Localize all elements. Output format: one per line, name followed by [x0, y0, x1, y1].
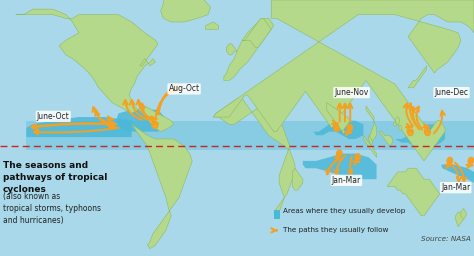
Polygon shape: [441, 165, 474, 183]
Polygon shape: [161, 0, 210, 22]
Polygon shape: [369, 135, 373, 146]
Text: (also known as
tropical storms, typhoons
and hurricanes): (also known as tropical storms, typhoons…: [3, 192, 100, 225]
Polygon shape: [205, 22, 219, 29]
Polygon shape: [242, 18, 271, 48]
Text: The paths they usually follow: The paths they usually follow: [283, 227, 389, 233]
Polygon shape: [379, 132, 392, 146]
Ellipse shape: [396, 117, 400, 124]
Polygon shape: [116, 110, 164, 132]
Polygon shape: [16, 9, 174, 132]
Polygon shape: [224, 18, 274, 80]
Text: June-Oct: June-Oct: [37, 112, 70, 121]
Polygon shape: [292, 168, 303, 190]
Polygon shape: [461, 208, 466, 219]
Text: Source: NASA: Source: NASA: [421, 236, 471, 242]
Polygon shape: [313, 121, 364, 139]
Polygon shape: [395, 124, 445, 150]
Text: Aug-Oct: Aug-Oct: [169, 84, 200, 93]
Polygon shape: [364, 135, 376, 157]
Bar: [274, 210, 281, 219]
Text: June-Nov: June-Nov: [335, 88, 369, 97]
Polygon shape: [213, 0, 474, 161]
Polygon shape: [227, 44, 237, 55]
Text: Jan-Mar: Jan-Mar: [441, 183, 470, 192]
Polygon shape: [366, 106, 376, 143]
Polygon shape: [213, 99, 295, 216]
Text: Jan-Mar: Jan-Mar: [332, 176, 361, 185]
Polygon shape: [456, 212, 464, 227]
Polygon shape: [27, 117, 132, 137]
Ellipse shape: [394, 123, 396, 126]
Text: The seasons and
pathways of tropical
cyclones: The seasons and pathways of tropical cyc…: [3, 161, 107, 194]
Text: June-Dec: June-Dec: [435, 88, 468, 97]
Ellipse shape: [343, 130, 345, 133]
Polygon shape: [132, 124, 192, 249]
Text: Areas where they usually develop: Areas where they usually develop: [283, 208, 405, 214]
Ellipse shape: [399, 125, 401, 131]
Polygon shape: [327, 102, 350, 132]
Polygon shape: [408, 66, 427, 88]
Polygon shape: [303, 154, 376, 179]
Polygon shape: [387, 168, 440, 216]
Polygon shape: [27, 121, 474, 150]
